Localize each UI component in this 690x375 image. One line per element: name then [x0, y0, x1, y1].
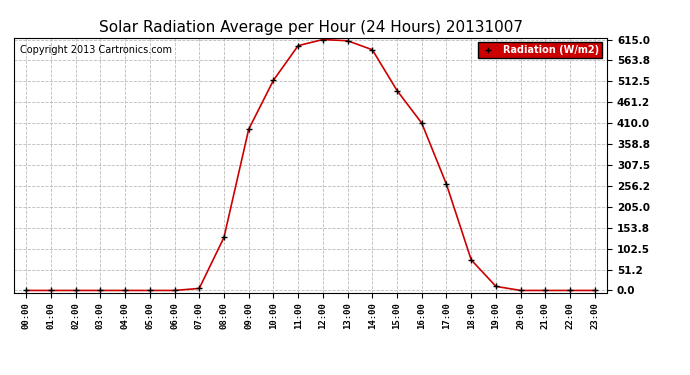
Text: Copyright 2013 Cartronics.com: Copyright 2013 Cartronics.com — [20, 45, 172, 55]
Legend: Radiation (W/m2): Radiation (W/m2) — [478, 42, 602, 58]
Title: Solar Radiation Average per Hour (24 Hours) 20131007: Solar Radiation Average per Hour (24 Hou… — [99, 20, 522, 35]
